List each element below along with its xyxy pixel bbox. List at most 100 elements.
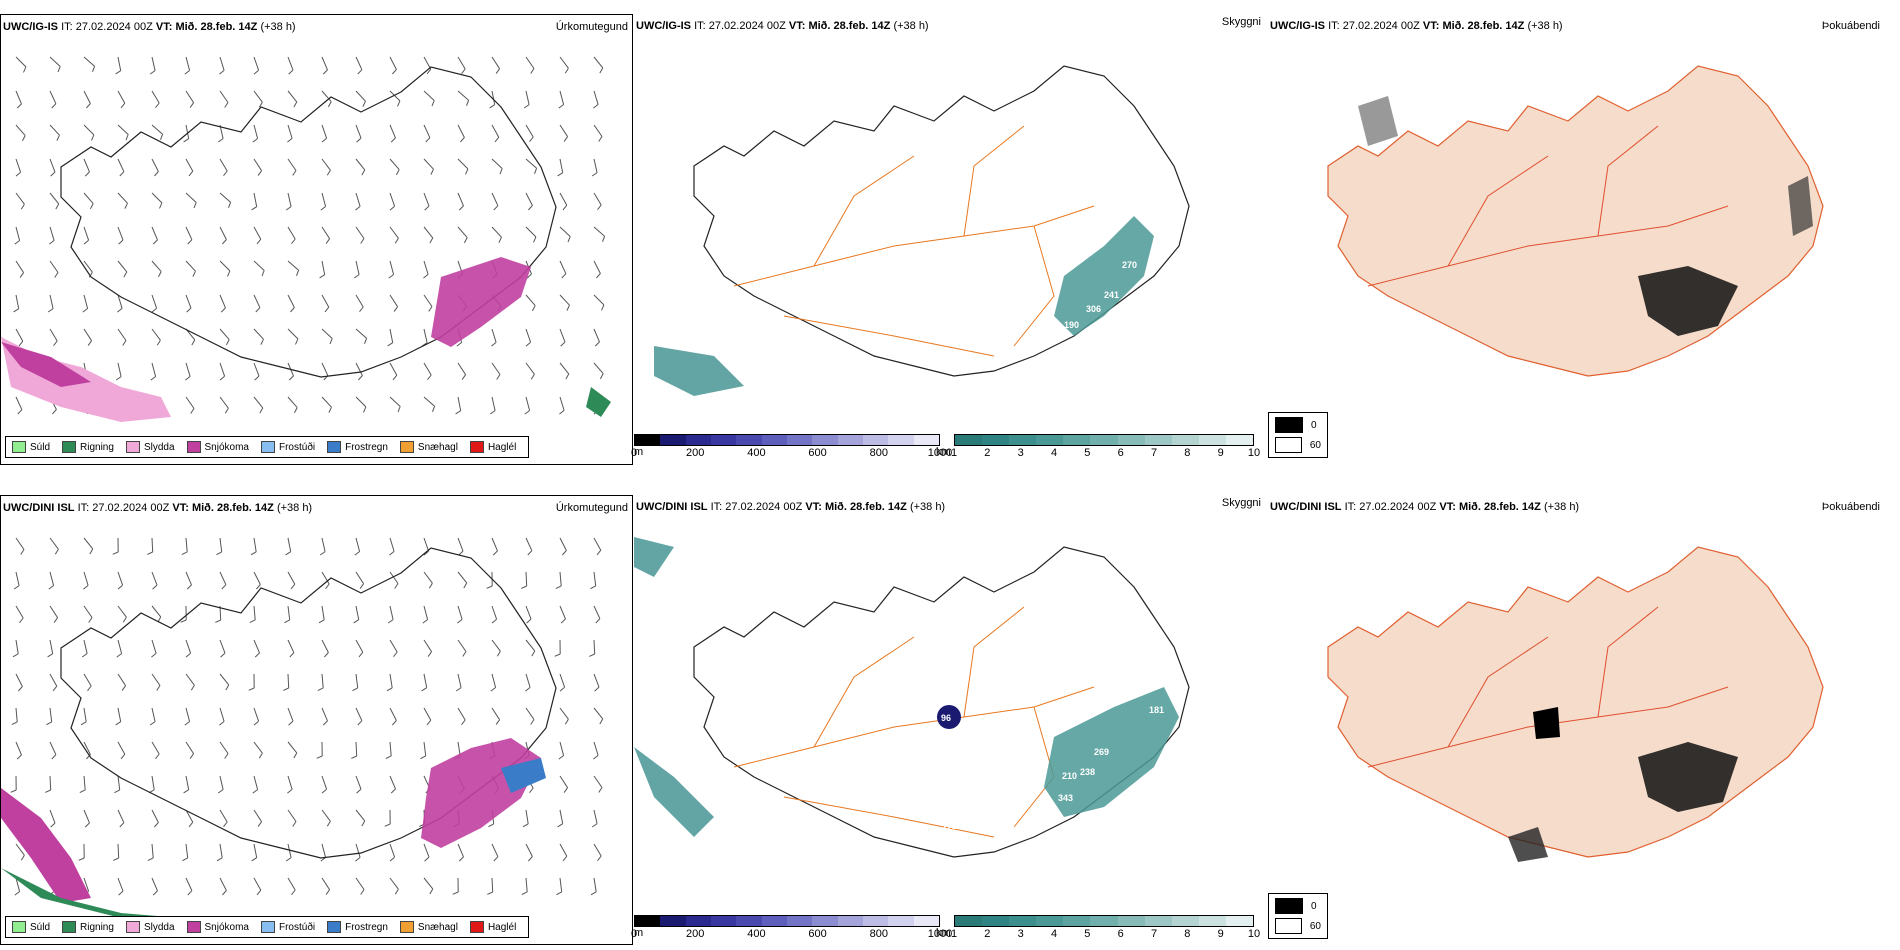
wind-barb-flag <box>160 134 164 140</box>
wind-barb <box>83 605 93 618</box>
wind-barb <box>355 294 364 308</box>
wind-barb-flag <box>361 820 366 827</box>
wind-barb <box>151 537 154 553</box>
wind-barb <box>83 809 90 824</box>
wind-barb-flag <box>425 137 431 143</box>
legend-swatch <box>62 921 77 933</box>
wind-barb-flag <box>88 271 93 278</box>
wind-barb-flag <box>52 685 58 692</box>
wind-barb <box>151 673 161 686</box>
wind-barb-flag <box>321 788 327 794</box>
wind-barb-flag <box>288 720 294 726</box>
model-name: UWC/IG-IS <box>636 20 691 32</box>
wind-barb-flag <box>249 619 256 624</box>
wind-barb-flag <box>494 136 500 143</box>
wind-barb-flag <box>288 69 294 75</box>
wind-barb-flag <box>431 100 435 107</box>
lead-time: (+38 h) <box>276 502 313 514</box>
wind-barb <box>593 809 598 824</box>
wind-barb <box>287 192 292 207</box>
legend-item: Súld <box>12 441 50 453</box>
wind-barb <box>15 396 23 410</box>
wind-barb <box>321 362 329 376</box>
wind-barb <box>117 809 125 823</box>
wind-barb-flag <box>521 891 528 896</box>
wind-barb <box>15 294 20 309</box>
precip-type-panel-1: UWC/IG-IS IT: 27.02.2024 00Z VT: Mið. 28… <box>0 14 633 465</box>
wind-barb <box>253 226 262 240</box>
wind-barb <box>219 226 227 240</box>
wind-barb-flag <box>527 550 533 556</box>
legend-item: Rigning <box>62 921 114 933</box>
wind-barb-flag <box>563 136 569 142</box>
wind-barb-flag <box>14 240 20 245</box>
wind-barb <box>423 328 428 343</box>
wind-barb-flag <box>151 653 157 658</box>
wind-barb <box>559 158 564 173</box>
wind-barb <box>49 56 61 67</box>
wind-barb <box>219 843 223 858</box>
wind-barb <box>525 571 528 587</box>
wind-barb <box>559 843 568 857</box>
fog-panel-2: UWC/DINI ISL IT: 27.02.2024 00Z VT: Mið.… <box>1268 495 1900 945</box>
wind-barb <box>389 741 392 756</box>
wind-barb-flag <box>257 170 263 176</box>
wind-barb-flag <box>489 410 496 415</box>
colorbar-tick-label: 7 <box>1150 447 1158 459</box>
wind-barb-flag <box>456 342 462 347</box>
wind-barb <box>253 707 260 722</box>
colorbar-tick-label: 6 <box>1117 928 1124 940</box>
wind-barb-flag <box>259 407 264 414</box>
wind-barb-flag <box>192 270 196 277</box>
wind-barb-flag <box>290 307 295 313</box>
wind-barb <box>287 775 293 790</box>
wind-barb <box>389 260 395 275</box>
colorbar-segment <box>982 435 1010 445</box>
wind-barb-flag <box>567 236 571 243</box>
it-label: IT: <box>61 21 73 33</box>
contour-label: 145 <box>942 841 957 851</box>
fog-area <box>1533 707 1560 739</box>
legend-swatch <box>469 921 484 933</box>
wind-barb-flag <box>596 549 602 556</box>
wind-barb <box>457 226 468 238</box>
wind-barb <box>491 362 501 375</box>
legend-swatch <box>62 441 77 453</box>
wind-barb <box>355 328 367 339</box>
wind-barb-flag <box>156 685 161 691</box>
wind-barb-flag <box>83 239 89 245</box>
wind-barb-flag <box>284 619 290 624</box>
wind-barb-flag <box>216 857 223 862</box>
height-colorbar-ticks: 0 200 400 600 800 1000 <box>631 446 952 460</box>
wind-barb <box>219 707 225 722</box>
colorbar-segment <box>635 435 661 445</box>
panel-header: UWC/IG-IS IT: 27.02.2024 00Z VT: Mið. 28… <box>3 21 296 33</box>
colorbar-segment <box>761 916 787 926</box>
wind-barb <box>389 707 397 721</box>
wind-barb <box>559 226 571 237</box>
wind-barb-flag <box>223 170 228 177</box>
wind-barb-flag <box>183 138 189 143</box>
colorbar-tick-label: 9 <box>1217 447 1224 459</box>
wind-barb <box>389 226 399 239</box>
wind-barb <box>83 260 93 273</box>
colorbar-tick-label: 5 <box>1084 447 1091 459</box>
wind-barb-flag <box>122 340 127 346</box>
wind-barb-flag <box>253 720 259 726</box>
wind-barb-flag <box>526 273 532 279</box>
panel-title: Þokuábendi <box>1821 20 1880 32</box>
iceland-outline <box>693 546 1190 858</box>
visibility-colorbar-ticks: 1 2 3 4 5 6 7 8 9 10 <box>951 446 1260 460</box>
colorbar-tick-label: 800 <box>869 447 888 459</box>
vt-label: VT: <box>155 21 173 33</box>
wind-barb <box>389 571 399 584</box>
wind-barb-flag <box>157 271 162 278</box>
wind-barb <box>15 124 26 136</box>
colorbar-tick-label: 10 <box>1247 447 1261 459</box>
colorbar-tick-label: 0 <box>630 928 638 940</box>
colorbar-tick-label: 1000 <box>927 447 953 459</box>
precip-type-legend: Súld Rigning Slydda Snjókoma Frostúði Fr… <box>5 436 530 458</box>
wind-barb <box>287 90 298 103</box>
wind-barb <box>219 192 231 203</box>
wind-barb <box>117 843 120 859</box>
